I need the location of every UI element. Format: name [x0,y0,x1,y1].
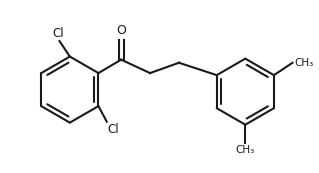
Text: Cl: Cl [108,123,119,136]
Text: Cl: Cl [53,27,64,40]
Text: CH₃: CH₃ [294,58,314,68]
Text: CH₃: CH₃ [236,145,255,155]
Text: O: O [116,24,126,38]
